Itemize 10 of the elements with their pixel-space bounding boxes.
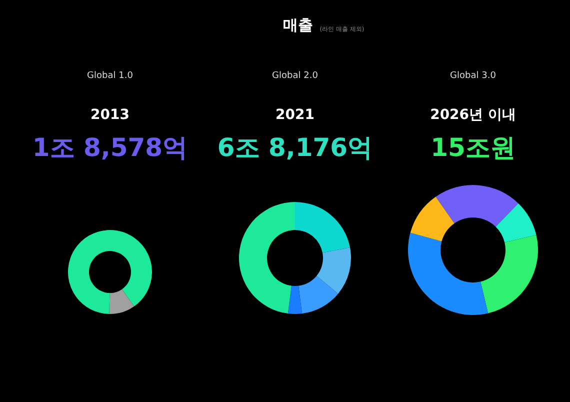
chart-title: Global 2.0 (272, 71, 318, 81)
chart-subtitle: 2026년 이내 (430, 107, 516, 123)
text: 매출 (283, 16, 313, 34)
text: 1조 8,578억 (32, 133, 188, 162)
text: 15조원 (430, 133, 516, 162)
chart-title: Global 3.0 (450, 71, 496, 81)
text: 6조 8,176억 (217, 133, 373, 162)
chart-subtitle: 2013 (90, 107, 130, 123)
chart-title: Global 1.0 (87, 71, 134, 81)
chart-subtitle: 2021 (276, 107, 314, 123)
